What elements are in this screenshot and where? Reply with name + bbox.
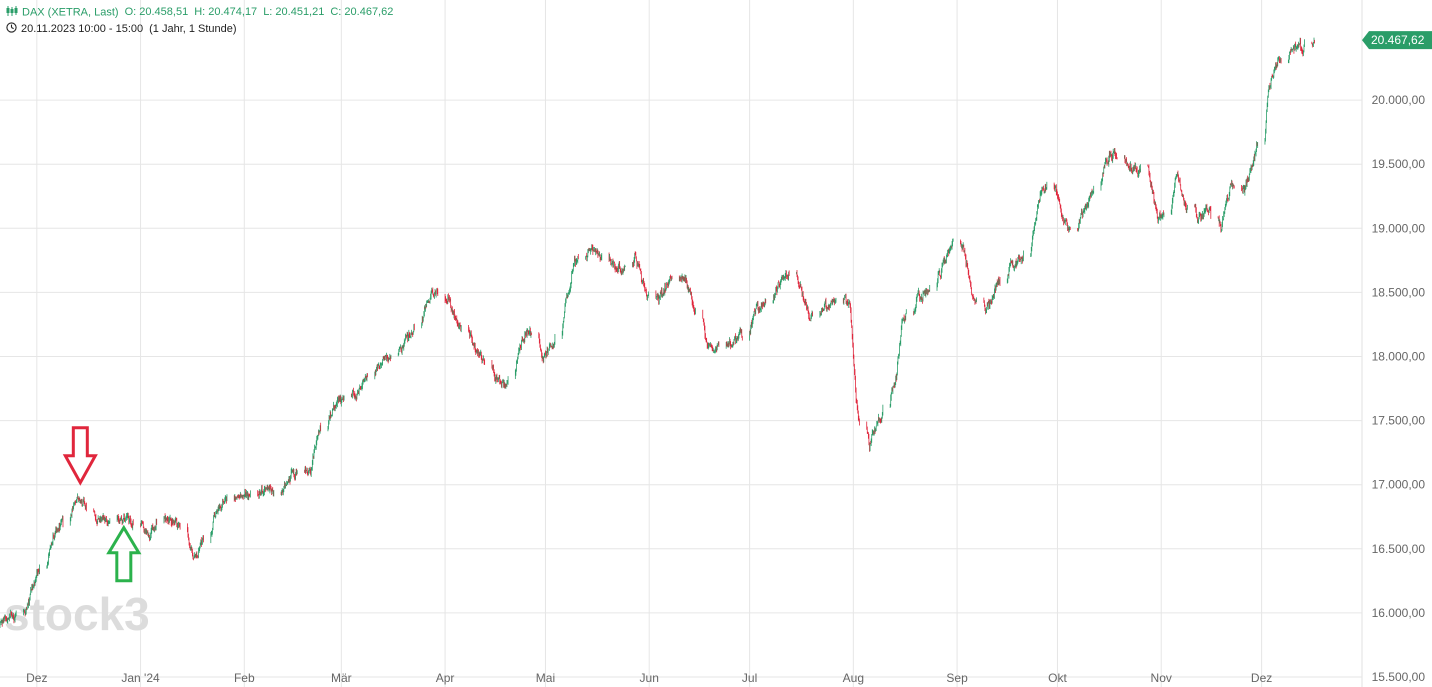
y-axis: 15.500,00 16.000,00 16.500,00 17.000,00 17.5… [1372, 93, 1426, 684]
x-tick-label: Nov [1151, 671, 1172, 685]
x-tick-label: Mär [331, 671, 352, 685]
y-tick-label: 16.500,00 [1372, 542, 1426, 556]
annotation-arrows [62, 426, 142, 583]
y-tick-label: 16.000,00 [1372, 606, 1426, 620]
y-tick-label: 19.500,00 [1372, 157, 1426, 171]
watermark-logo: stock3 [4, 588, 150, 640]
x-tick-label: Jun [640, 671, 659, 685]
candlestick-series [0, 37, 1315, 629]
x-axis: Dez Jan '24 Feb Mär Apr Mai Jun Jul Aug Sep Okt Nov… [26, 671, 1272, 685]
x-tick-label: Mai [536, 671, 555, 685]
low-value: L: 20.451,21 [263, 6, 325, 19]
x-tick-label: Okt [1048, 671, 1067, 685]
red-down-arrow [62, 426, 98, 486]
x-tick-label: Apr [436, 671, 455, 685]
x-tick-label: Dez [1251, 671, 1272, 685]
x-tick-label: Feb [234, 671, 255, 685]
y-tick-label: 15.500,00 [1372, 670, 1426, 684]
chart-header-range: 20.11.2023 10:00 - 15:00 (1 Jahr, 1 Stund… [6, 22, 237, 36]
chart-header-ohlc: DAX (XETRA, Last) O: 20.458,51 H: 20.474,1… [6, 6, 393, 19]
clock-icon [6, 22, 17, 36]
x-tick-label: Jul [742, 671, 757, 685]
y-tick-label: 18.000,00 [1372, 350, 1426, 364]
y-tick-label: 18.500,00 [1372, 285, 1426, 299]
time-range: 20.11.2023 10:00 - 15:00 [21, 22, 144, 35]
y-tick-label: 20.000,00 [1372, 93, 1426, 107]
last-price-tag-label: 20.467,62 [1371, 33, 1425, 47]
grid-lines [0, 0, 1363, 687]
open-value: O: 20.458,51 [124, 6, 189, 19]
high-value: H: 20.474,17 [194, 6, 258, 19]
period-label: (1 Jahr, 1 Stunde) [149, 22, 237, 35]
y-tick-label: 19.000,00 [1372, 221, 1426, 235]
y-tick-label: 17.500,00 [1372, 414, 1426, 428]
x-tick-label: Jan '24 [121, 671, 160, 685]
close-value: C: 20.467,62 [330, 6, 394, 19]
last-price-tag-shape [1362, 31, 1432, 50]
instrument-name: DAX (XETRA, Last) [22, 6, 119, 19]
last-price-tag: 20.467,62 [1362, 31, 1432, 50]
x-tick-label: Dez [26, 671, 47, 685]
x-tick-label: Aug [843, 671, 864, 685]
y-tick-label: 17.000,00 [1372, 478, 1426, 492]
candlestick-icon [6, 6, 18, 19]
x-tick-label: Sep [946, 671, 968, 685]
green-up-arrow [106, 524, 142, 583]
